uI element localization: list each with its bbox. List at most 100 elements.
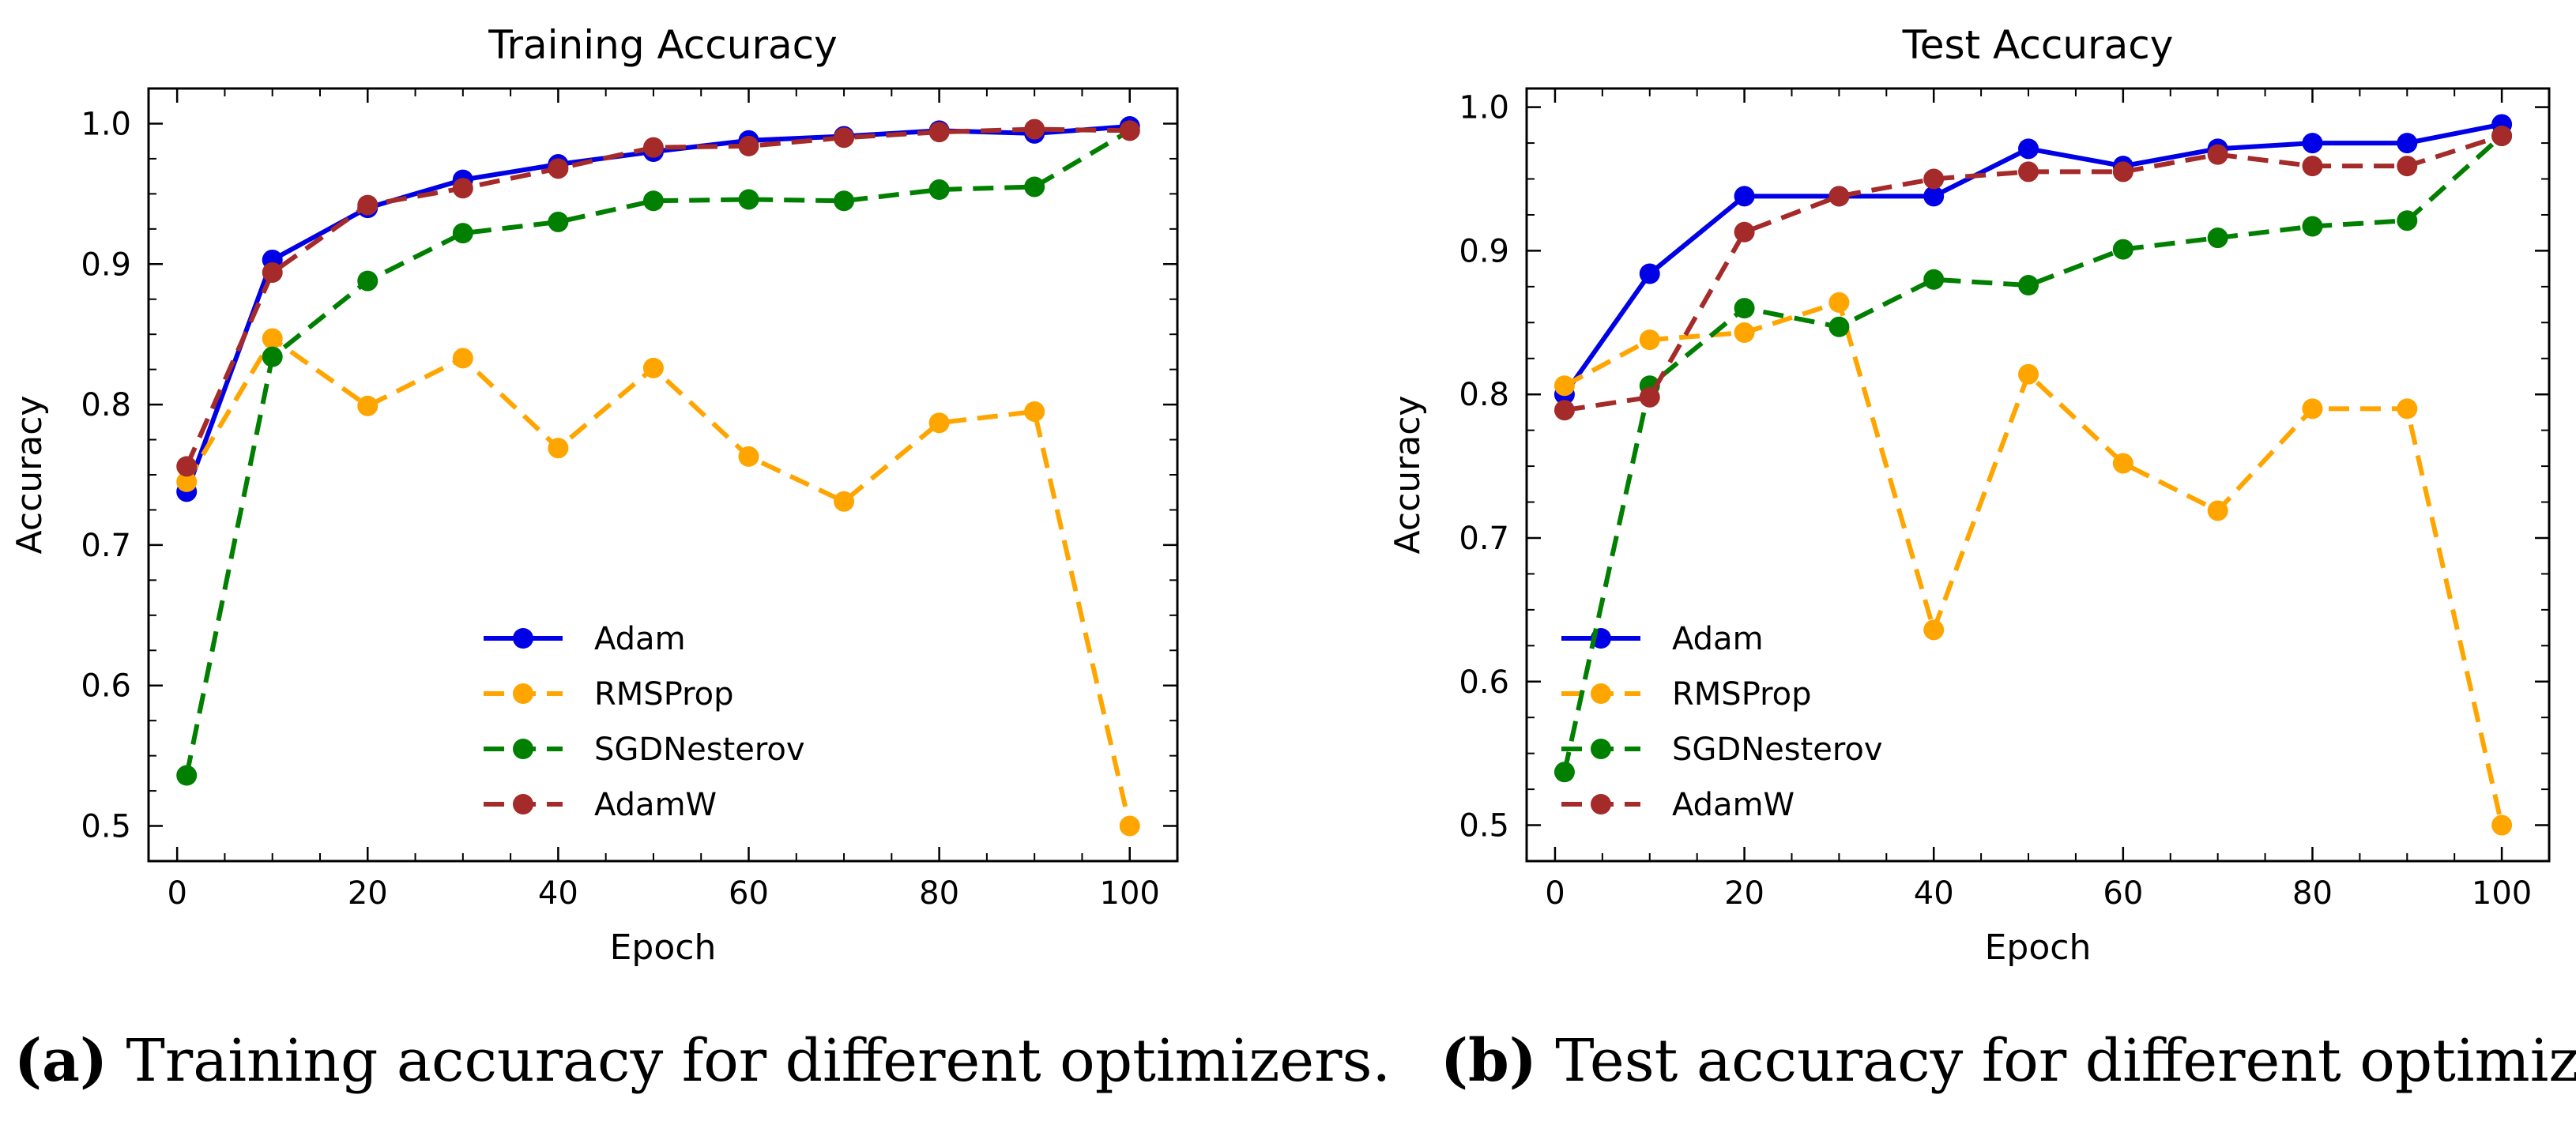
test-series-adam-point [2018, 138, 2039, 160]
test-legend-sgdnesterov-label: SGDNesterov [1672, 732, 1883, 768]
test-legend-adamw-marker [1591, 794, 1611, 814]
test-series-rmsprop-point [2397, 398, 2418, 419]
training-xtick-label: 60 [729, 875, 769, 912]
test-series-rmsprop-point [2018, 363, 2039, 385]
caption-a-text: Training accuracy for different optimize… [107, 1027, 1391, 1095]
training-xtick-label: 20 [348, 875, 388, 912]
test-series-rmsprop-point [2112, 453, 2133, 474]
test-series-rmsprop-point [2302, 398, 2323, 419]
training-series-adamw-point [928, 122, 950, 143]
training-series-sgdnesterov-point [738, 189, 759, 210]
training-series-sgdnesterov-point [1024, 176, 1045, 197]
training-series-adamw-point [834, 127, 855, 149]
test-ytick-label: 1.0 [1459, 90, 1509, 126]
caption-a: (a) Training accuracy for different opti… [14, 1027, 1391, 1095]
training-ytick-label: 0.5 [81, 809, 131, 845]
test-series-adamw-point [1554, 400, 1575, 421]
training-series-rmsprop-point [738, 446, 759, 467]
training-legend-adamw-marker [513, 794, 533, 814]
test-xaxis-label: Epoch [1985, 927, 2092, 968]
training-chart: Training Accuracy 0 20 40 60 80 100 0.5 0.6 0.7 0.… [9, 22, 1179, 968]
test-series-adamw-point [1734, 221, 1755, 243]
test-series-adamw-point [2302, 156, 2323, 177]
test-series-adam [1554, 114, 2513, 405]
test-series-sgdnesterov-point [1828, 316, 1850, 337]
training-ytick-label: 0.7 [81, 528, 131, 564]
test-ytick-label: 0.9 [1459, 233, 1509, 269]
test-xtick-label: 0 [1545, 875, 1565, 912]
test-chart-title: Test Accuracy [1902, 22, 2174, 68]
training-xaxis-label: Epoch [610, 927, 717, 968]
training-legend-adam-label: Adam [594, 621, 686, 657]
test-series-adamw-point [2018, 161, 2039, 182]
caption-b-tag: (b) [1441, 1027, 1537, 1095]
training-series-adamw-point [1024, 118, 1045, 140]
training-series-sgdnesterov-point [176, 765, 198, 786]
training-series-adamw-point [738, 135, 759, 156]
test-series-adamw-point [2397, 156, 2418, 177]
test-series-adam-point [1734, 186, 1755, 207]
test-xtick-label: 20 [1724, 875, 1764, 912]
training-series-adamw-point [642, 137, 664, 158]
test-series-adamw-point [1639, 386, 1660, 408]
training-series-rmsprop-point [642, 357, 664, 378]
test-ytick-label: 0.6 [1459, 664, 1509, 701]
training-series-sgdnesterov-point [262, 346, 283, 367]
test-series-sgdnesterov-point [2112, 239, 2133, 260]
training-series-adamw [176, 118, 1140, 477]
test-legend-adam-label: Adam [1672, 621, 1764, 657]
test-series-sgdnesterov-point [2302, 216, 2323, 237]
test-series-adamw-point [1828, 186, 1850, 207]
test-series-sgdnesterov-point [1734, 298, 1755, 319]
test-series-rmsprop-point [2207, 500, 2228, 521]
test-series-adam-point [1923, 186, 1945, 207]
test-series-rmsprop-point [1639, 329, 1660, 351]
test-series-adamw [1554, 125, 2513, 421]
test-xtick-label: 100 [2472, 875, 2532, 912]
training-series-adamw-point [548, 158, 569, 179]
test-series-rmsprop-point [1828, 292, 1850, 313]
training-legend-sgdnesterov-label: SGDNesterov [594, 732, 805, 768]
test-series-adamw-point [2112, 161, 2133, 182]
test-series-rmsprop-point [2491, 814, 2513, 836]
training-series-rmsprop-point [1119, 815, 1140, 837]
training-series-rmsprop-point [176, 471, 198, 492]
training-series-adamw-point [176, 456, 198, 477]
training-legend-adamw-label: AdamW [594, 787, 717, 823]
training-series-rmsprop-point [357, 395, 378, 416]
test-xtick-label: 40 [1914, 875, 1954, 912]
training-ytick-label: 1.0 [81, 106, 131, 142]
training-series-rmsprop-point [928, 412, 950, 434]
caption-b-text: Test accuracy for different optimizers. [1536, 1027, 2576, 1095]
test-series-sgdnesterov-point [2018, 275, 2039, 296]
test-legend-adamw-label: AdamW [1672, 787, 1795, 823]
training-series-sgdnesterov-point [834, 190, 855, 212]
test-series-adam-point [2397, 133, 2418, 154]
training-series-rmsprop-point [452, 348, 473, 369]
test-series-adamw-point [2207, 144, 2228, 165]
training-series-rmsprop-point [262, 328, 283, 349]
training-series-adamw-point [1119, 120, 1140, 141]
training-series-rmsprop-point [834, 491, 855, 512]
test-series-sgdnesterov-line [1561, 134, 2504, 773]
training-series-sgdnesterov-point [928, 179, 950, 201]
training-legend-sgdnesterov-marker [513, 739, 533, 759]
training-xtick-label: 40 [538, 875, 578, 912]
training-series-adamw-point [262, 261, 283, 283]
training-xtick-label: 80 [919, 875, 959, 912]
training-series-sgdnesterov-point [452, 223, 473, 244]
training-ytick-label: 0.8 [81, 387, 131, 423]
test-chart: Test Accuracy 0 20 40 60 80 100 0.5 0.6 0.7 0.8 0.9… [1388, 22, 2551, 968]
test-ytick-label: 0.5 [1459, 808, 1509, 845]
test-ytick-label: 0.8 [1459, 377, 1509, 413]
test-xtick-label: 80 [2292, 875, 2333, 912]
test-series-sgdnesterov-point [2397, 210, 2418, 231]
training-series-rmsprop-point [1024, 401, 1045, 422]
test-legend-sgdnesterov-marker [1591, 739, 1611, 759]
caption-a-tag: (a) [14, 1027, 107, 1095]
caption-b: (b) Test accuracy for different optimize… [1441, 1027, 2576, 1095]
training-yaxis-label: Accuracy [9, 396, 50, 555]
training-series-adam-line [184, 124, 1130, 493]
training-series-sgdnesterov-point [357, 270, 378, 292]
